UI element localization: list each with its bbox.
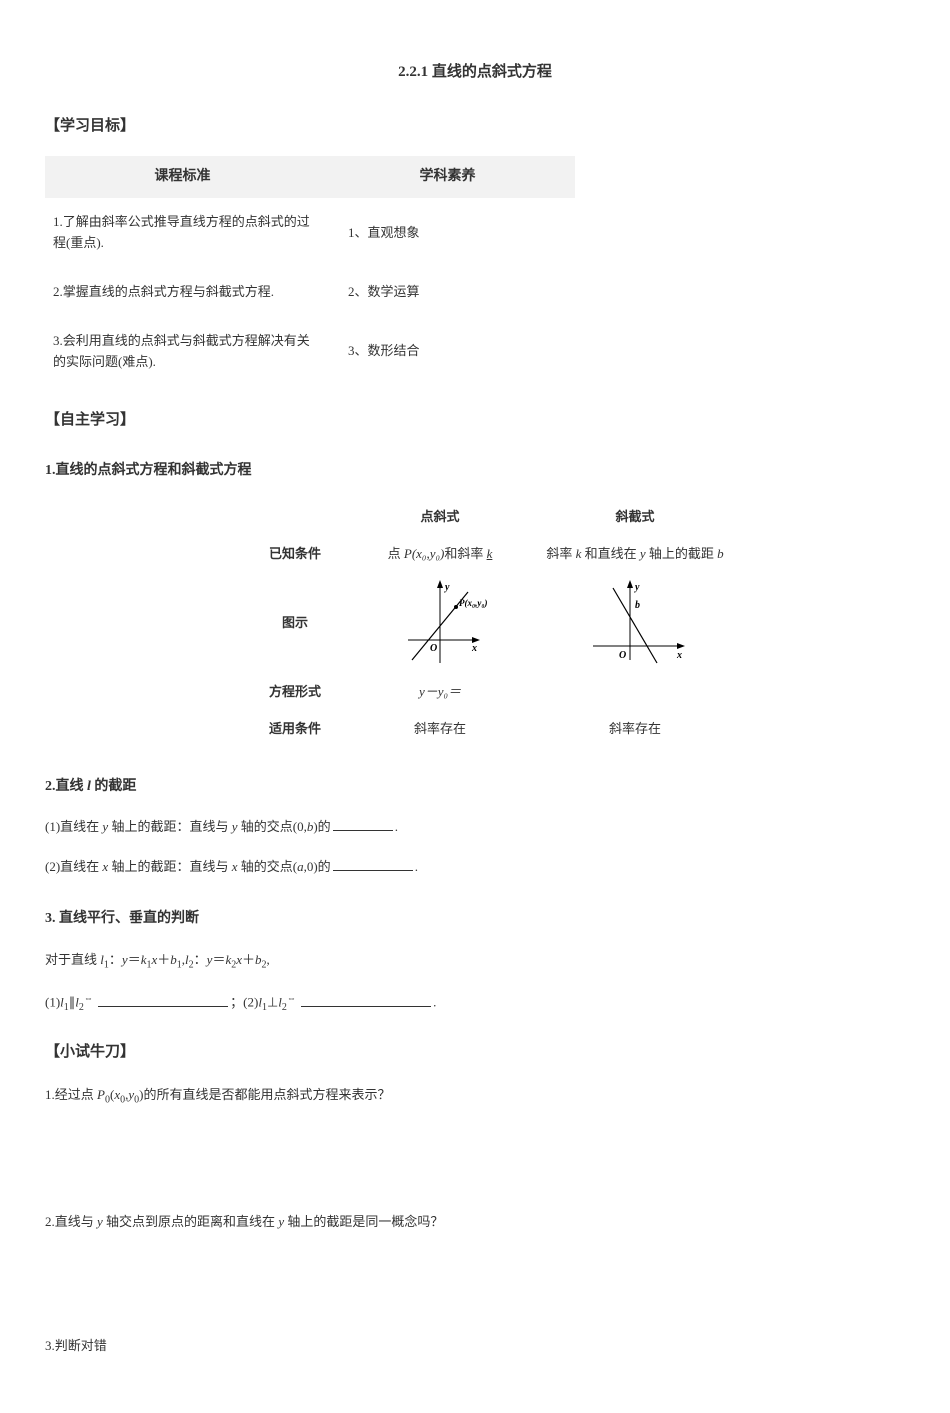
k-label: k <box>487 546 493 561</box>
table-row: 适用条件 斜率存在 斜率存在 <box>235 711 745 748</box>
header-slope-intercept: 斜截式 <box>525 499 745 536</box>
definition-table: 点斜式 斜截式 已知条件 点 P(x₀,y₀)和斜率 k 斜率 k 和直线在 y… <box>235 499 745 748</box>
label-x: x <box>676 650 682 661</box>
quiz-q1: 1.经过点 P0(x0,y0)的所有直线是否都能用点斜式方程来表示？ <box>45 1082 905 1111</box>
cell-known-ps: 点 P(x₀,y₀)和斜率 k <box>355 536 525 573</box>
label-O: O <box>619 650 626 661</box>
table-row: 点斜式 斜截式 <box>235 499 745 536</box>
intercept-y: (1)直线在 y 轴上的截距：直线与 y 轴的交点(0,b)的. <box>45 814 905 840</box>
text: 和斜率 <box>444 546 486 561</box>
eq-text: y－y₀＝ <box>419 684 461 699</box>
diagram-slope-intercept: b y x O <box>525 572 745 674</box>
header-point-slope: 点斜式 <box>355 499 525 536</box>
cell: 2、数学运算 <box>320 268 575 317</box>
label-x: x <box>471 643 477 654</box>
answer-space <box>45 1249 905 1319</box>
row-label-diagram: 图示 <box>235 572 355 674</box>
section-self-study: 【自主学习】 <box>45 408 905 432</box>
table-row: 1.了解由斜率公式推导直线方程的点斜式的过程(重点). 1、直观想象 <box>45 198 575 268</box>
row-label-eqform: 方程形式 <box>235 674 355 711</box>
quiz-q3: 3.判断对错 <box>45 1333 905 1359</box>
cell: 1、直观想象 <box>320 198 575 268</box>
blank-fill[interactable] <box>301 994 431 1007</box>
row-label-known: 已知条件 <box>235 536 355 573</box>
cell: 2.掌握直线的点斜式方程与斜截式方程. <box>45 268 320 317</box>
blank-fill[interactable] <box>98 994 228 1007</box>
label-P: P(x₀,y₀) <box>459 598 488 608</box>
cell: 1.了解由斜率公式推导直线方程的点斜式的过程(重点). <box>45 198 320 268</box>
table-row: 课程标准 学科素养 <box>45 156 575 198</box>
subheading-1: 1.直线的点斜式方程和斜截式方程 <box>45 460 905 482</box>
cell-applicable-ps: 斜率存在 <box>355 711 525 748</box>
point-label: P(x₀,y₀) <box>404 546 444 561</box>
table-row: 3.会利用直线的点斜式与斜截式方程解决有关的实际问题(难点). 3、数形结合 <box>45 317 575 387</box>
table-row: 方程形式 y－y₀＝ <box>235 674 745 711</box>
header-literacy: 学科素养 <box>320 156 575 198</box>
svg-slope-intercept: b y x O <box>575 578 695 668</box>
cell-known-si: 斜率 k 和直线在 y 轴上的截距 b <box>525 536 745 573</box>
table-row: 2.掌握直线的点斜式方程与斜截式方程. 2、数学运算 <box>45 268 575 317</box>
cell: 3、数形结合 <box>320 317 575 387</box>
blank-fill[interactable] <box>333 818 393 831</box>
text: 斜率 k 和直线在 y 轴上的截距 b <box>546 546 723 561</box>
diagram-point-slope: P(x₀,y₀) y x O <box>355 572 525 674</box>
header-standard: 课程标准 <box>45 156 320 198</box>
label-y: y <box>444 582 450 593</box>
parallel-perp-intro: 对于直线 l1：y＝k1x＋b1,l2：y＝k2x＋b2, <box>45 947 905 976</box>
svg-point-slope: P(x₀,y₀) y x O <box>390 578 490 668</box>
parallel-perp-conditions: (1)l1∥l2⇔ ；(2)l1⊥l2⇔ . <box>45 989 905 1018</box>
intercept-x: (2)直线在 x 轴上的截距：直线与 x 轴的交点(a,0)的. <box>45 854 905 880</box>
label-b: b <box>635 600 640 611</box>
cell-eqform-ps: y－y₀＝ <box>355 674 525 711</box>
empty-header <box>235 499 355 536</box>
blank-fill[interactable] <box>333 858 413 871</box>
standards-table: 课程标准 学科素养 1.了解由斜率公式推导直线方程的点斜式的过程(重点). 1、… <box>45 156 575 386</box>
section-quiz: 【小试牛刀】 <box>45 1040 905 1064</box>
row-label-applicable: 适用条件 <box>235 711 355 748</box>
cell-eqform-si <box>525 674 745 711</box>
label-y: y <box>634 582 640 593</box>
cell: 3.会利用直线的点斜式与斜截式方程解决有关的实际问题(难点). <box>45 317 320 387</box>
subheading-2: 2.直线 l 的截距 <box>45 776 905 798</box>
table-row: 图示 P(x₀,y₀) y x O b <box>235 572 745 674</box>
label-O: O <box>430 643 437 654</box>
answer-space <box>45 1125 905 1195</box>
section-learning-objectives: 【学习目标】 <box>45 114 905 138</box>
quiz-q2: 2.直线与 y 轴交点到原点的距离和直线在 y 轴上的截距是同一概念吗？ <box>45 1209 905 1235</box>
doc-title: 2.2.1 直线的点斜式方程 <box>45 60 905 84</box>
subheading-3: 3. 直线平行、垂直的判断 <box>45 908 905 930</box>
cell-applicable-si: 斜率存在 <box>525 711 745 748</box>
text: 点 <box>388 546 404 561</box>
table-row: 已知条件 点 P(x₀,y₀)和斜率 k 斜率 k 和直线在 y 轴上的截距 b <box>235 536 745 573</box>
